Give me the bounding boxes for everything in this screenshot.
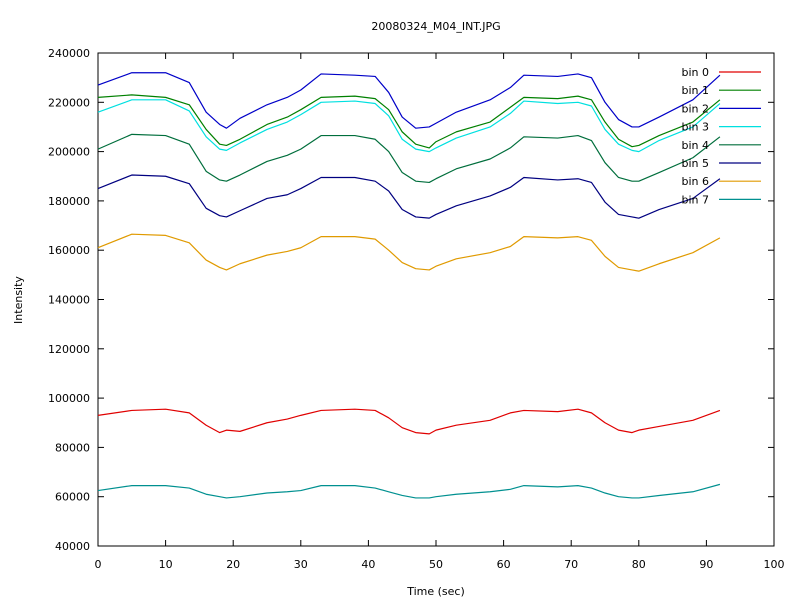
legend-label-bin-4: bin 4 (681, 139, 709, 152)
x-tick-label: 80 (632, 558, 646, 571)
y-tick-label: 140000 (48, 294, 90, 307)
y-tick-label: 120000 (48, 343, 90, 356)
y-tick-label: 200000 (48, 146, 90, 159)
y-tick-label: 240000 (48, 47, 90, 60)
y-tick-label: 160000 (48, 244, 90, 257)
legend-label-bin-7: bin 7 (681, 193, 709, 206)
series-line-bin-0 (97, 408, 721, 435)
series-line-bin-6 (97, 233, 721, 272)
x-tick-label: 90 (699, 558, 713, 571)
legend-label-bin-3: bin 3 (681, 121, 709, 134)
x-axis: 0 10 20 30 40 50 60 70 80 90 100 (95, 53, 785, 571)
series-layer (97, 72, 721, 499)
series-line-bin-7 (97, 483, 721, 499)
x-tick-label: 30 (294, 558, 308, 571)
x-axis-label: Time (sec) (406, 585, 465, 598)
series-line-bin-2 (97, 72, 721, 129)
x-tick-label: 40 (361, 558, 375, 571)
y-tick-label: 100000 (48, 392, 90, 405)
legend-label-bin-2: bin 2 (681, 102, 709, 115)
legend-label-bin-1: bin 1 (681, 84, 709, 97)
legend-label-bin-6: bin 6 (681, 175, 709, 188)
x-tick-label: 100 (764, 558, 785, 571)
series-line-bin-3 (97, 99, 721, 153)
y-tick-label: 40000 (55, 540, 90, 553)
series-line-bin-5 (97, 174, 721, 219)
chart-title: 20080324_M04_INT.JPG (371, 20, 500, 33)
x-tick-label: 70 (564, 558, 578, 571)
legend-label-bin-0: bin 0 (681, 66, 709, 79)
x-tick-label: 60 (497, 558, 511, 571)
y-axis-label: Intensity (12, 276, 25, 324)
legend: bin 0 bin 1 bin 2 bin 3 bin 4 bin 5 bin 6 bin 7 (681, 66, 761, 206)
y-tick-label: 180000 (48, 195, 90, 208)
x-tick-label: 0 (95, 558, 102, 571)
series-line-bin-1 (97, 94, 721, 149)
series-line-bin-4 (97, 133, 721, 184)
y-tick-label: 60000 (55, 491, 90, 504)
x-tick-label: 10 (159, 558, 173, 571)
y-tick-label: 80000 (55, 441, 90, 454)
legend-label-bin-5: bin 5 (681, 157, 709, 170)
x-tick-label: 20 (226, 558, 240, 571)
x-tick-label: 50 (429, 558, 443, 571)
y-tick-label: 220000 (48, 96, 90, 109)
y-axis: 40000 60000 80000 100000 120000 140000 160000 1… (48, 47, 774, 553)
